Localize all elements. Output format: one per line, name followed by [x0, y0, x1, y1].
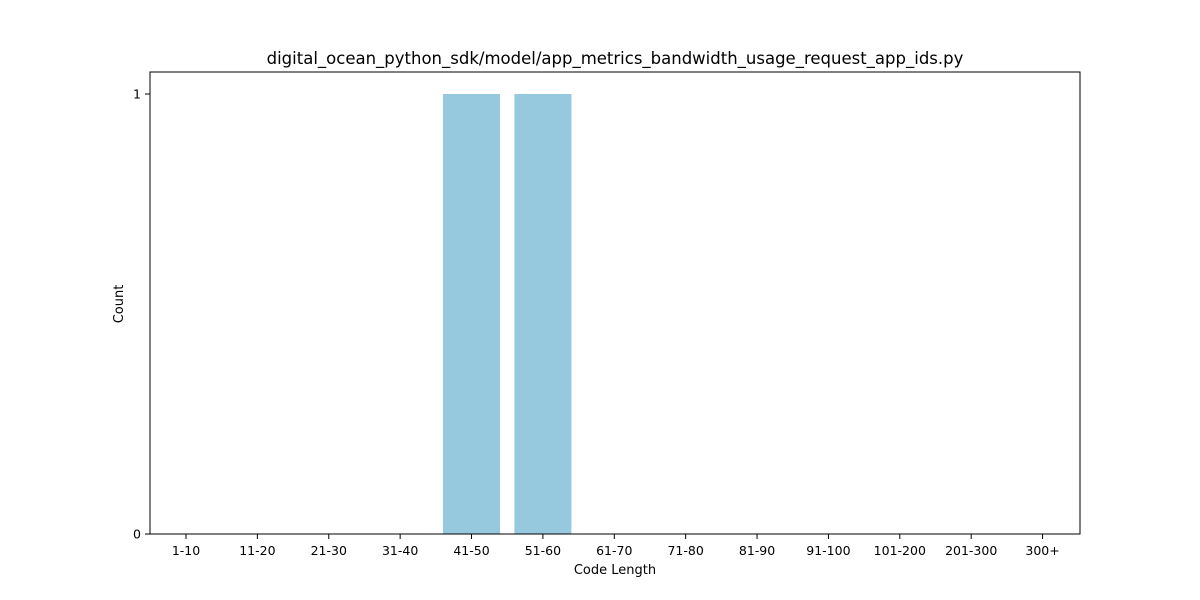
y-axis-label: Count: [112, 285, 127, 324]
x-axis-label: Code Length: [574, 563, 656, 578]
bar-51-60: [514, 94, 572, 534]
x-tick-label: 41-50: [453, 543, 489, 558]
bars-group: [443, 94, 572, 534]
x-tick-label: 21-30: [311, 543, 347, 558]
x-tick-label: 11-20: [239, 543, 275, 558]
x-tick-label: 51-60: [525, 543, 561, 558]
x-tick-label: 91-100: [806, 543, 850, 558]
y-tick-label: 1: [133, 87, 141, 102]
x-tick-label: 31-40: [382, 543, 418, 558]
y-tick-label: 0: [133, 527, 141, 542]
y-axis-ticks: 01: [133, 87, 150, 542]
x-tick-label: 300+: [1025, 543, 1059, 558]
x-tick-label: 61-70: [596, 543, 632, 558]
plot-frame: [149, 71, 1081, 535]
x-tick-label: 1-10: [172, 543, 200, 558]
x-tick-label: 201-300: [945, 543, 997, 558]
x-tick-label: 71-80: [667, 543, 703, 558]
x-tick-label: 101-200: [874, 543, 926, 558]
x-axis-ticks: 1-10 11-20 21-30 31-40 41-50 51-60 61-70 71-80 8…: [172, 534, 1060, 558]
x-tick-label: 81-90: [739, 543, 775, 558]
chart-title: digital_ocean_python_sdk/model/app_metri…: [267, 49, 964, 69]
bar-41-50: [443, 94, 501, 534]
